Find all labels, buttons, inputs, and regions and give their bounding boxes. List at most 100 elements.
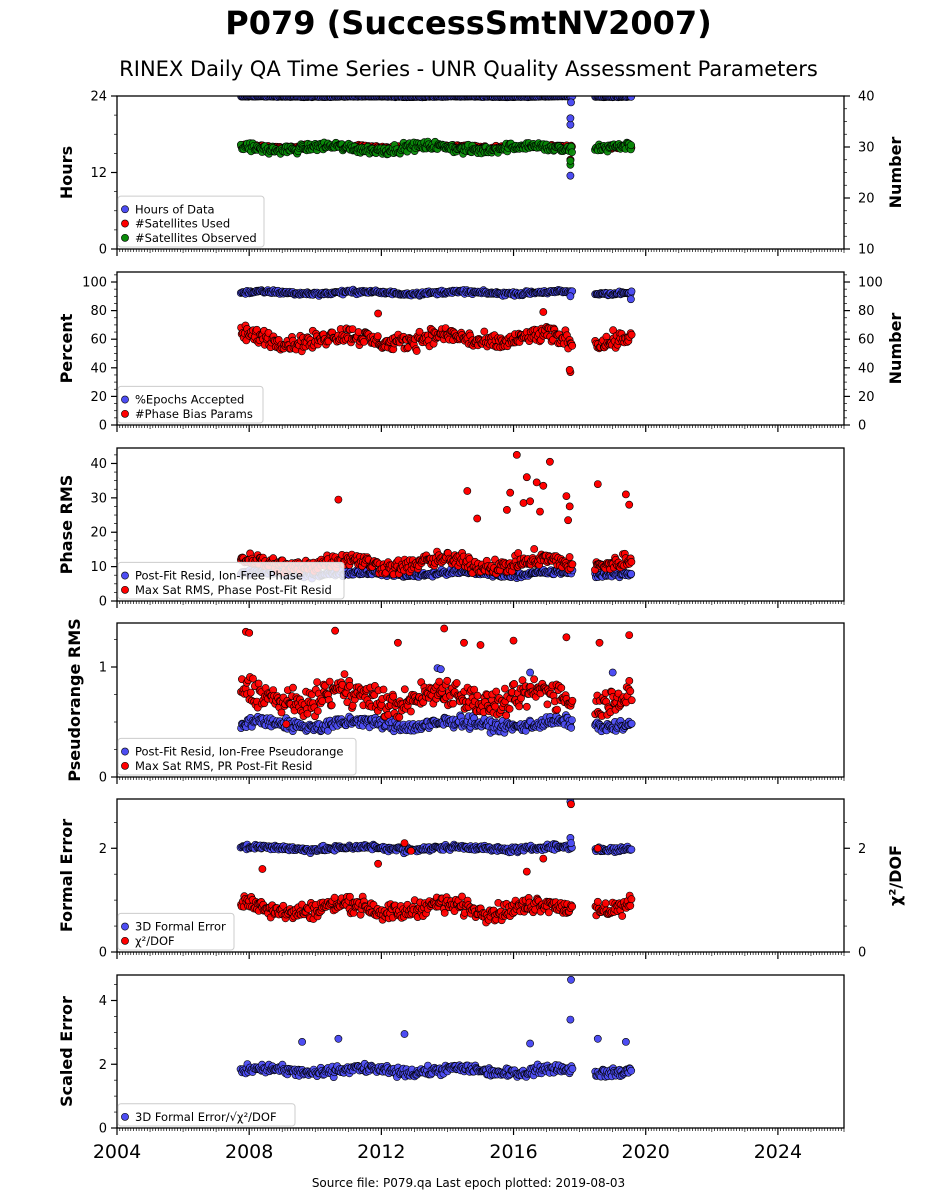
legend-label: #Satellites Used [135,217,230,231]
legend-label: Post-Fit Resid, Ion-Free Phase [135,569,303,583]
data-point [539,308,548,316]
y-tick-label: 60 [858,333,875,348]
data-point [566,171,575,180]
y-ticks-right: 10 20 30 40 [844,90,875,258]
data-point [379,685,388,694]
data-point [565,365,574,374]
data-point [566,292,575,301]
data-point [568,341,577,350]
x-ticks [116,425,845,432]
data-point [557,684,566,692]
data-point [343,698,352,707]
data-point [509,636,518,645]
data-point [502,711,511,720]
data-point [318,697,327,705]
legend-label: #Phase Bias Params [135,407,253,421]
legend-box [117,195,265,248]
data-point [565,502,574,511]
data-point [539,481,548,490]
legend-marker [121,571,129,580]
data-point [277,708,286,717]
legend-marker [121,395,129,404]
data-point [412,347,421,355]
data-point [562,492,571,500]
data-point [327,701,336,710]
data-point [622,490,630,499]
data-point [566,156,575,165]
data-points [236,799,636,927]
legend-marker [121,409,129,418]
data-point [254,679,263,688]
y-tick-label: 80 [858,304,875,319]
legend: Post-Fit Resid, Ion-Free PseudorangeMax … [117,737,357,776]
data-point [562,633,571,642]
legend-label: #Satellites Observed [135,231,257,245]
page-title: P079 (SuccessSmtNV2007) [225,4,712,42]
y-ticks-left: 0 10 20 30 40 [90,454,117,610]
data-point [374,309,382,318]
y-tick-label: 12 [90,166,107,181]
y-tick-label: 0 [99,595,107,610]
y-axis-label-right: Number [886,313,905,385]
data-point [625,500,634,509]
data-point [515,702,524,711]
page-subtitle: RINEX Daily QA Time Series - UNR Quality… [119,57,818,81]
data-point [627,141,635,150]
data-point [627,96,636,101]
data-point [331,626,339,635]
data-point [568,148,576,157]
data-point [289,683,297,692]
data-point [512,450,521,459]
y-tick-label: 0 [99,419,107,434]
data-point [518,676,527,685]
data-point [532,478,541,487]
y-ticks-right: 0 20 40 60 80 100 [844,274,883,434]
y-axis-label: Hours [57,146,76,199]
data-point [519,499,528,507]
data-points [236,285,636,376]
data-point [345,681,354,690]
data-point [303,709,312,718]
y-tick-label: 60 [90,333,107,348]
data-point [627,558,636,566]
data-point [567,723,576,732]
data-point [373,332,382,341]
y-tick-label: 40 [90,457,107,472]
data-point [463,487,472,495]
data-point [435,677,444,686]
legend-label: Max Sat RMS, Phase Post-Fit Resid [135,583,332,597]
legend-marker [121,747,129,756]
data-point [334,495,343,504]
data-point [553,705,561,714]
data-point [627,287,636,296]
data-point [393,638,402,647]
data-point [313,678,321,686]
data-point [452,679,461,687]
chart-panel-3: 0 10 20 30 40 Phase RMS Post-Fit Resid, Ion-Fr… [57,447,845,610]
legend: Hours of Data#Satellites Used#Satellites… [117,195,265,248]
data-point [595,638,604,647]
legend-box [117,385,264,424]
data-point [510,680,518,688]
data-point [565,553,574,561]
y-tick-label: 100 [858,276,883,291]
data-point [627,330,636,339]
data-point [359,337,368,346]
data-point [522,702,531,711]
y-tick-label: 20 [858,390,875,405]
data-point [568,696,577,705]
data-point [609,326,617,335]
y-ticks-left: 01 [99,639,117,786]
legend-marker [121,233,129,242]
data-point [245,629,254,637]
chart-panel-2: 0 20 40 60 80 100 0 20 40 60 80 100 Number Percent %Ep… [57,271,905,434]
y-tick-label: 40 [90,361,107,376]
data-point [340,670,349,678]
y-axis-label: Phase RMS [57,475,76,575]
data-point [325,677,334,686]
data-point [491,702,500,711]
y-tick-label: 100 [82,276,107,291]
y-tick-label: 0 [99,243,107,258]
data-point [406,707,415,716]
